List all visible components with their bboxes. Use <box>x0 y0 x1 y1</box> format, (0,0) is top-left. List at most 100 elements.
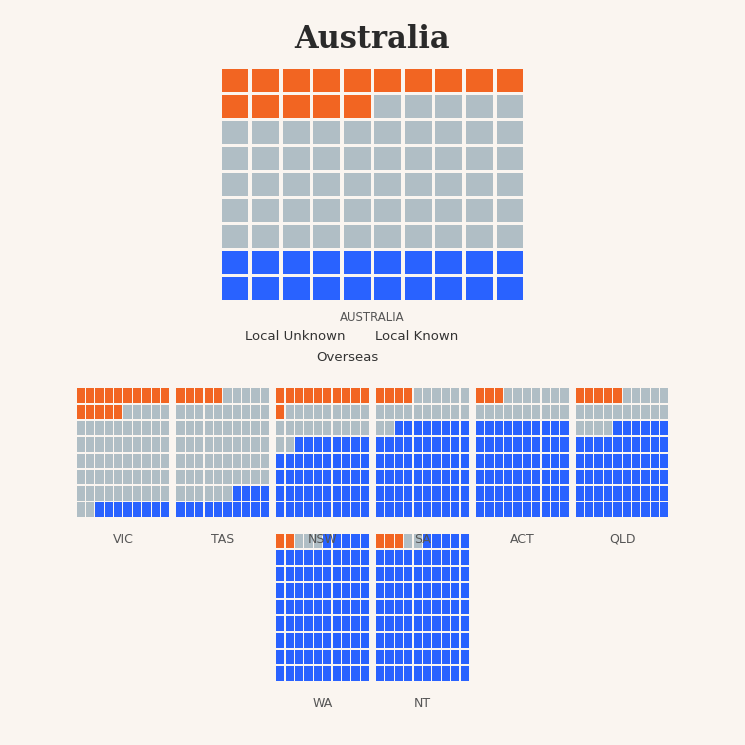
Bar <box>314 666 322 681</box>
Bar <box>342 421 350 435</box>
Bar <box>232 486 241 501</box>
Bar <box>305 567 313 581</box>
Bar <box>604 388 612 403</box>
Bar <box>242 470 250 484</box>
Bar <box>576 486 584 501</box>
Bar <box>660 502 668 517</box>
Bar <box>352 650 360 664</box>
Bar <box>313 251 340 274</box>
Bar <box>551 454 559 468</box>
Bar <box>261 421 269 435</box>
Bar <box>305 633 313 647</box>
Bar <box>77 486 85 501</box>
Bar <box>485 502 493 517</box>
Bar <box>466 251 493 274</box>
Bar <box>343 199 371 222</box>
Bar <box>532 437 540 451</box>
Bar <box>432 486 440 501</box>
Bar <box>177 437 185 451</box>
Bar <box>105 421 113 435</box>
Bar <box>451 650 460 664</box>
Bar <box>405 173 432 196</box>
Bar <box>142 502 150 517</box>
Bar <box>376 583 384 598</box>
Bar <box>86 405 94 419</box>
Bar <box>395 388 403 403</box>
Bar <box>224 454 232 468</box>
Bar <box>576 437 584 451</box>
Bar <box>442 470 450 484</box>
Bar <box>385 616 393 631</box>
Bar <box>432 502 440 517</box>
Bar <box>124 454 132 468</box>
Bar <box>432 470 440 484</box>
Bar <box>395 533 403 548</box>
Bar <box>105 388 113 403</box>
Bar <box>361 650 369 664</box>
Bar <box>523 502 531 517</box>
Bar <box>252 173 279 196</box>
Bar <box>342 650 350 664</box>
Bar <box>342 533 350 548</box>
Bar <box>77 421 85 435</box>
Bar <box>142 388 150 403</box>
Bar <box>177 454 185 468</box>
Bar <box>221 121 249 144</box>
Bar <box>542 502 550 517</box>
Bar <box>641 502 650 517</box>
Bar <box>352 567 360 581</box>
Bar <box>551 405 559 419</box>
Bar <box>314 551 322 565</box>
Bar <box>177 470 185 484</box>
Bar <box>504 421 513 435</box>
Bar <box>423 666 431 681</box>
Bar <box>374 225 402 248</box>
Bar <box>361 454 369 468</box>
Bar <box>496 95 524 118</box>
Bar <box>205 437 213 451</box>
Bar <box>95 470 104 484</box>
Bar <box>432 616 440 631</box>
Bar <box>432 666 440 681</box>
Bar <box>442 666 450 681</box>
Bar <box>374 251 402 274</box>
Bar <box>376 405 384 419</box>
Bar <box>186 388 194 403</box>
Bar <box>352 421 360 435</box>
Bar <box>405 551 413 565</box>
Bar <box>395 437 403 451</box>
Bar <box>282 173 310 196</box>
Bar <box>205 486 213 501</box>
Bar <box>314 388 322 403</box>
Bar <box>423 437 431 451</box>
Bar <box>423 583 431 598</box>
Bar <box>352 551 360 565</box>
Bar <box>252 147 279 170</box>
Bar <box>432 437 440 451</box>
Bar <box>276 666 285 681</box>
Bar <box>342 567 350 581</box>
Bar <box>523 486 531 501</box>
Bar <box>352 486 360 501</box>
Bar <box>632 486 640 501</box>
Bar <box>395 421 403 435</box>
Bar <box>305 666 313 681</box>
Bar <box>623 486 631 501</box>
Bar <box>641 486 650 501</box>
Bar <box>282 251 310 274</box>
Bar <box>532 502 540 517</box>
Bar <box>342 583 350 598</box>
Bar <box>252 486 260 501</box>
Bar <box>513 486 522 501</box>
Bar <box>214 470 222 484</box>
Bar <box>576 388 584 403</box>
Bar <box>221 225 249 248</box>
Bar <box>314 470 322 484</box>
Bar <box>623 437 631 451</box>
Bar <box>361 567 369 581</box>
Bar <box>385 470 393 484</box>
Bar <box>252 421 260 435</box>
Bar <box>660 437 668 451</box>
Bar <box>585 486 593 501</box>
Bar <box>604 454 612 468</box>
